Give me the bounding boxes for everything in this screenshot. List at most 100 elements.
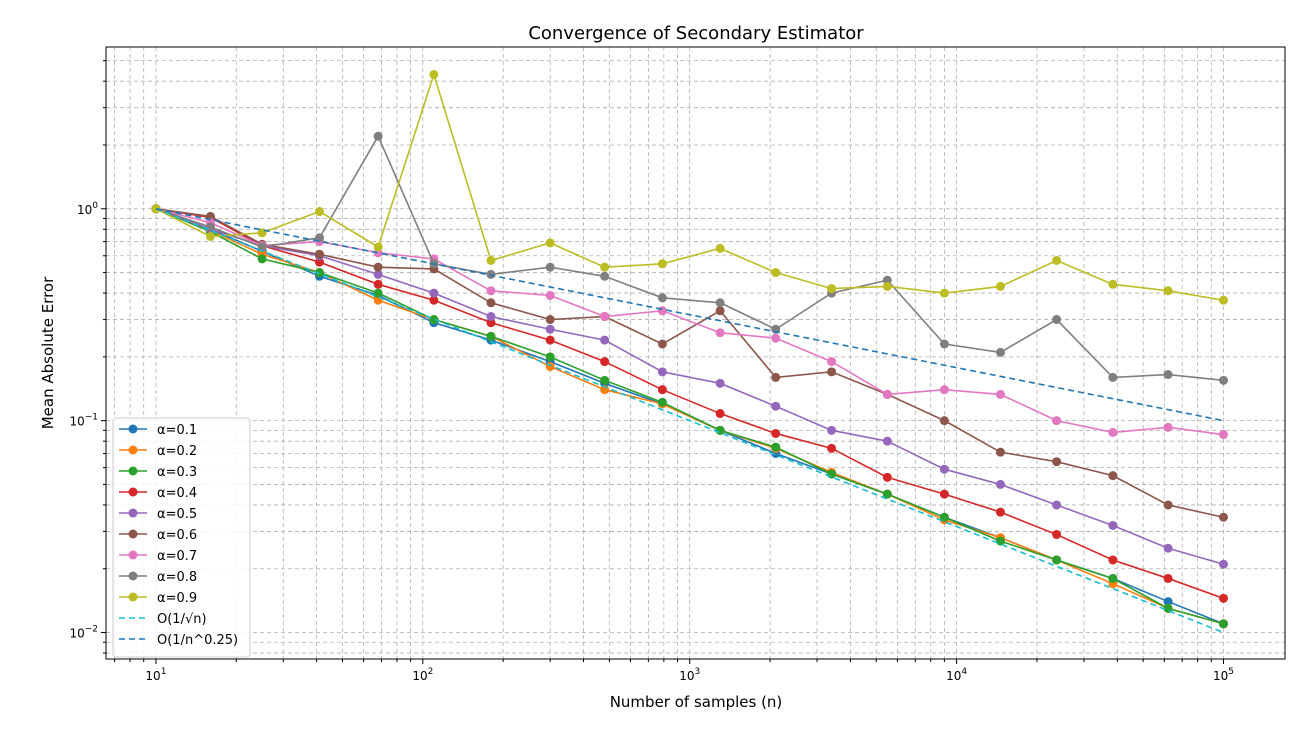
data-point xyxy=(373,269,383,279)
legend-item: α=0.8 xyxy=(119,570,197,585)
y-tick-label: 10−2 xyxy=(69,625,98,641)
data-point xyxy=(1052,555,1062,565)
series-α=0.8 xyxy=(151,131,1228,385)
data-point xyxy=(715,328,725,338)
data-point xyxy=(827,367,837,377)
data-point xyxy=(995,479,1005,489)
data-point xyxy=(657,306,667,316)
series-line xyxy=(155,207,1224,600)
legend-box xyxy=(112,417,251,658)
data-point xyxy=(314,207,324,217)
legend-label: α=0.4 xyxy=(157,486,197,501)
data-point xyxy=(882,489,892,499)
data-point xyxy=(314,257,324,267)
legend-marker xyxy=(128,550,138,560)
data-point xyxy=(1108,573,1118,583)
data-point xyxy=(1052,416,1062,426)
data-point xyxy=(545,315,555,325)
data-point xyxy=(1052,315,1062,325)
series-line xyxy=(155,208,1224,566)
legend-label: α=0.8 xyxy=(157,570,197,585)
legend-marker xyxy=(128,592,138,602)
data-point xyxy=(771,333,781,343)
data-point xyxy=(486,255,496,265)
x-tick-label: 102 xyxy=(412,667,433,683)
data-point xyxy=(771,372,781,382)
legend-marker xyxy=(128,487,138,497)
plot-series xyxy=(151,70,1228,634)
data-point xyxy=(715,378,725,388)
data-point xyxy=(545,335,555,345)
data-point xyxy=(1218,619,1228,629)
legend-label: α=0.1 xyxy=(157,423,197,438)
series-α=0.3 xyxy=(151,204,1228,629)
legend-label: O(1/n^0.25) xyxy=(157,633,238,648)
data-point xyxy=(995,507,1005,517)
x-tick-label: 104 xyxy=(946,667,967,683)
data-point xyxy=(657,367,667,377)
data-point xyxy=(657,397,667,407)
legend-item: α=0.2 xyxy=(119,444,197,459)
series-line xyxy=(155,71,1224,302)
legend-label: α=0.6 xyxy=(157,528,197,543)
legend-label: α=0.3 xyxy=(157,465,197,480)
legend-label: α=0.5 xyxy=(157,507,197,522)
x-tick-label: 105 xyxy=(1213,667,1234,683)
legend-marker xyxy=(128,466,138,476)
data-point xyxy=(1108,427,1118,437)
data-point xyxy=(429,315,439,325)
y-axis-label: Mean Absolute Error xyxy=(39,276,57,429)
y-tick-label: 10−1 xyxy=(69,413,98,429)
legend-item: α=0.4 xyxy=(119,486,197,501)
data-point xyxy=(429,288,439,298)
legend-marker xyxy=(128,571,138,581)
data-point xyxy=(486,298,496,308)
data-point xyxy=(600,312,610,322)
data-point xyxy=(1163,573,1173,583)
series-O(1/n^0.25) xyxy=(155,207,1224,422)
data-point xyxy=(827,443,837,453)
data-point xyxy=(545,238,555,248)
data-point xyxy=(657,385,667,395)
data-point xyxy=(882,436,892,446)
data-point xyxy=(545,262,555,272)
data-point xyxy=(771,442,781,452)
x-axis-label: Number of samples (n) xyxy=(610,693,783,711)
data-point xyxy=(1108,471,1118,481)
chart-title: Convergence of Secondary Estimator xyxy=(528,23,864,44)
data-point xyxy=(429,70,439,80)
legend-item: α=0.3 xyxy=(119,465,197,480)
data-point xyxy=(939,512,949,522)
data-point xyxy=(939,385,949,395)
legend-marker xyxy=(128,445,138,455)
data-point xyxy=(205,231,215,241)
data-point xyxy=(1218,295,1228,305)
data-point xyxy=(1163,500,1173,510)
data-point xyxy=(995,536,1005,546)
data-point xyxy=(600,357,610,367)
data-point xyxy=(715,306,725,316)
series-line xyxy=(155,207,1224,519)
data-point xyxy=(373,279,383,289)
x-tick-label: 101 xyxy=(145,667,166,683)
data-point xyxy=(314,268,324,278)
data-point xyxy=(1163,597,1173,607)
data-point xyxy=(545,290,555,300)
legend-item: O(1/n^0.25) xyxy=(119,633,238,648)
data-point xyxy=(771,268,781,278)
data-point xyxy=(486,312,496,322)
series-O(1/√n) xyxy=(155,208,1224,634)
data-point xyxy=(827,425,837,435)
series-line xyxy=(155,208,1224,625)
data-point xyxy=(1218,375,1228,385)
data-point xyxy=(882,472,892,482)
data-point xyxy=(205,222,215,232)
legend-marker xyxy=(128,529,138,539)
data-point xyxy=(373,242,383,252)
data-point xyxy=(600,271,610,281)
legend-marker xyxy=(128,424,138,434)
data-point xyxy=(1163,543,1173,553)
legend-label: O(1/√n) xyxy=(157,612,207,627)
data-point xyxy=(1163,286,1173,296)
